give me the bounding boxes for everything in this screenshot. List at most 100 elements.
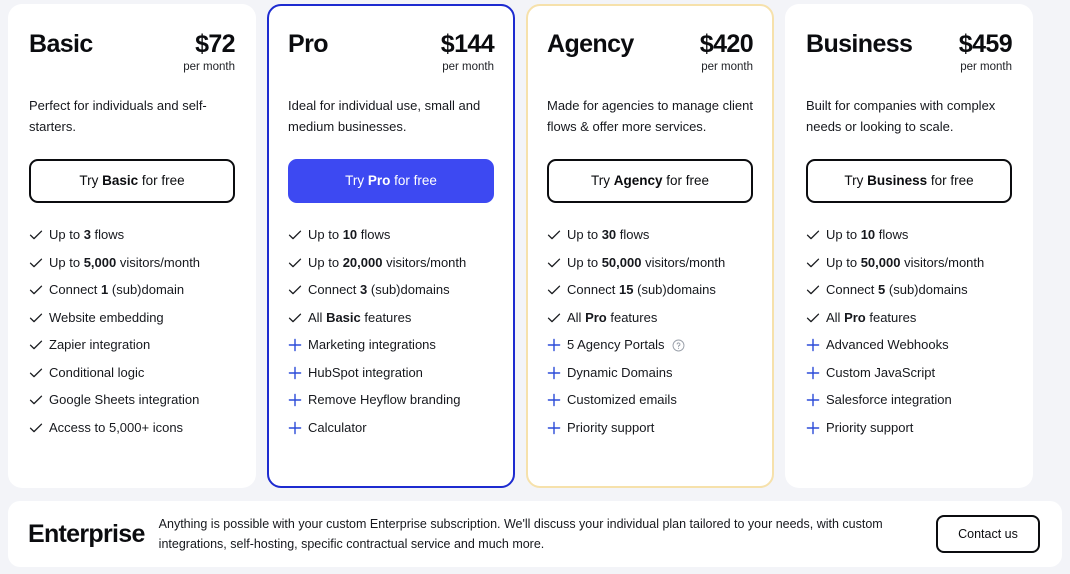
plan-card-header: Basic $72 per month — [29, 29, 236, 81]
cta-suffix: for free — [138, 173, 185, 188]
plan-name: Basic — [29, 30, 93, 58]
feature-item: Up to 30 flows — [547, 226, 753, 244]
feature-text-prefix: Calculator — [308, 419, 367, 435]
feature-item: Up to 10 flows — [806, 226, 1012, 244]
feature-item: Zapier integration — [29, 336, 235, 354]
check-icon — [288, 254, 308, 272]
check-icon — [547, 226, 567, 244]
plan-card-header: Business $459 per month — [806, 29, 1013, 81]
feature-item: Up to 50,000 visitors/month — [806, 254, 1012, 272]
help-circle-icon[interactable] — [672, 339, 685, 352]
plus-icon — [547, 336, 567, 354]
feature-text-prefix: Access to 5,000+ icons — [49, 419, 184, 435]
plan-price-period: per month — [701, 61, 753, 73]
feature-text-emphasis: 10 — [860, 227, 876, 242]
enterprise-title: Enterprise — [28, 519, 145, 548]
cta-suffix: for free — [390, 173, 437, 188]
feature-label: All Pro features — [826, 309, 916, 327]
feature-label: Salesforce integration — [826, 391, 952, 409]
feature-label: Priority support — [826, 419, 913, 437]
feature-text-emphasis: 5 — [878, 282, 886, 297]
cta-plan-name: Pro — [367, 173, 391, 188]
feature-item: Calculator — [288, 419, 494, 437]
check-icon — [29, 419, 49, 437]
feature-label: Connect 3 (sub)domains — [308, 281, 450, 299]
plan-card-basic: Basic $72 per month Perfect for individuals… — [8, 4, 256, 488]
plus-icon — [806, 391, 826, 409]
plus-icon — [806, 364, 826, 382]
plan-card-row: Basic $72 per month Perfect for individuals… — [8, 4, 1070, 488]
feature-text-prefix: Connect — [308, 282, 361, 297]
try-plan-button-basic[interactable]: Try Basic for free — [29, 159, 235, 203]
feature-list: Up to 10 flows Up to 20,000 visitors/mont… — [288, 226, 494, 437]
feature-label: Remove Heyflow branding — [308, 391, 460, 409]
feature-list: Up to 30 flows Up to 50,000 visitors/mont… — [547, 226, 753, 437]
cta-suffix: for free — [927, 173, 974, 188]
feature-text-prefix: Up to — [826, 254, 861, 270]
feature-text-emphasis: 3 — [360, 282, 368, 297]
feature-text-emphasis: 1 — [101, 282, 109, 297]
contact-us-button[interactable]: Contact us — [936, 515, 1040, 553]
check-icon — [288, 309, 308, 327]
feature-label: Zapier integration — [49, 336, 150, 354]
cta-prefix: Try — [844, 173, 868, 188]
feature-text-suffix: visitors/month — [641, 254, 726, 270]
plus-icon — [288, 419, 308, 437]
enterprise-banner: Enterprise Anything is possible with you… — [8, 501, 1062, 567]
feature-text-suffix: (sub)domain — [108, 282, 185, 297]
feature-item: HubSpot integration — [288, 364, 494, 382]
feature-item: All Pro features — [547, 309, 753, 327]
feature-item: Custom JavaScript — [806, 364, 1012, 382]
check-icon — [547, 281, 567, 299]
feature-label: Connect 1 (sub)domain — [49, 281, 184, 299]
feature-item: Up to 10 flows — [288, 226, 494, 244]
feature-label: HubSpot integration — [308, 364, 423, 382]
plan-name: Pro — [288, 30, 328, 58]
feature-label: Priority support — [567, 419, 654, 437]
try-plan-button-business[interactable]: Try Business for free — [806, 159, 1012, 203]
feature-text-prefix: Up to — [567, 227, 602, 242]
feature-label: Up to 30 flows — [567, 226, 649, 244]
feature-text-suffix: features — [606, 309, 658, 325]
plan-price-block: $72 per month — [183, 29, 235, 75]
plan-price-period: per month — [960, 61, 1012, 73]
feature-item: Advanced Webhooks — [806, 336, 1012, 354]
feature-item: Website embedding — [29, 309, 235, 327]
feature-text-emphasis: 15 — [619, 282, 634, 297]
feature-text-prefix: Up to — [49, 227, 84, 242]
plan-description: Built for companies with complex needs o… — [806, 98, 996, 134]
plan-price-block: $459 per month — [959, 29, 1013, 75]
plus-icon — [806, 419, 826, 437]
cta-suffix: for free — [662, 173, 710, 188]
try-plan-button-pro[interactable]: Try Pro for free — [288, 159, 494, 203]
feature-text-prefix: Connect — [567, 282, 620, 297]
feature-list: Up to 10 flows Up to 50,000 visitors/mont… — [806, 226, 1012, 437]
feature-item: Connect 3 (sub)domains — [288, 281, 494, 299]
feature-text-emphasis: 50,000 — [601, 254, 642, 270]
feature-text-prefix: Connect — [49, 282, 102, 297]
feature-text-emphasis: 30 — [601, 227, 617, 242]
feature-item: Access to 5,000+ icons — [29, 419, 235, 437]
feature-label: Dynamic Domains — [567, 364, 672, 382]
plus-icon — [547, 419, 567, 437]
feature-label: Calculator — [308, 419, 367, 437]
feature-text-prefix: Conditional logic — [49, 364, 145, 380]
feature-label: All Basic features — [308, 309, 411, 327]
feature-item: Salesforce integration — [806, 391, 1012, 409]
feature-text-prefix: All — [308, 309, 327, 325]
feature-text-emphasis: 10 — [342, 227, 358, 242]
feature-item: All Pro features — [806, 309, 1012, 327]
feature-item: 5 Agency Portals — [547, 336, 753, 354]
check-icon — [29, 226, 49, 244]
feature-text-prefix: Priority support — [826, 419, 914, 435]
feature-text-suffix: flows — [357, 227, 391, 242]
cta-plan-name: Basic — [102, 173, 139, 188]
plus-icon — [806, 336, 826, 354]
feature-text-prefix: Zapier integration — [49, 337, 151, 352]
feature-item: Connect 15 (sub)domains — [547, 281, 753, 299]
feature-text-prefix: Up to — [308, 254, 343, 270]
feature-text-emphasis: Pro — [585, 309, 607, 325]
plan-card-header: Pro $144 per month — [288, 29, 495, 81]
try-plan-button-agency[interactable]: Try Agency for free — [547, 159, 753, 203]
